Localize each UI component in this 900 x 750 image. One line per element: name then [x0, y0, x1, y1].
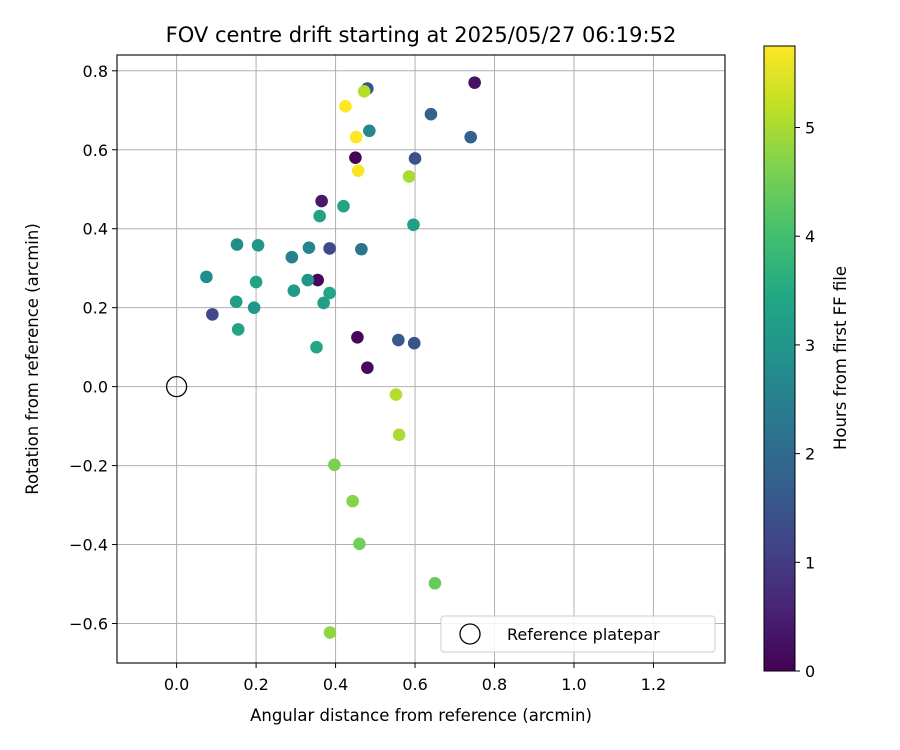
data-points	[200, 76, 481, 639]
data-point	[317, 296, 330, 310]
colorbar-ticks: 0 1 2 3 4 5	[795, 119, 815, 681]
data-point	[323, 286, 336, 300]
data-point	[200, 270, 213, 284]
y-tick-label: 0.2	[83, 299, 108, 318]
colorbar-frame	[763, 45, 796, 672]
y-tick-label: 0.6	[83, 141, 108, 160]
data-point	[355, 242, 368, 256]
legend: Reference platepar	[440, 615, 716, 653]
x-axis-label: Angular distance from reference (arcmin)	[250, 706, 592, 725]
data-point	[229, 295, 243, 309]
legend-entry-label: Reference platepar	[507, 625, 660, 644]
data-point	[206, 308, 219, 321]
x-tick-label: 0.6	[402, 675, 427, 694]
data-point	[311, 273, 324, 287]
colorbar-label: Hours from first FF file	[831, 266, 850, 450]
data-point	[407, 218, 420, 232]
data-point	[230, 238, 244, 251]
data-point	[323, 626, 337, 639]
data-point	[389, 388, 403, 401]
data-point	[424, 107, 438, 121]
data-point	[328, 458, 341, 472]
data-point	[310, 340, 323, 354]
colorbar-tick-label: 4	[805, 227, 815, 246]
data-point	[428, 576, 442, 590]
x-tick-label: 0.0	[164, 675, 189, 694]
y-tick-label: −0.4	[69, 536, 108, 555]
data-point	[408, 152, 422, 165]
data-point	[287, 284, 301, 297]
data-point	[351, 330, 364, 344]
data-point	[251, 238, 265, 252]
data-point	[407, 336, 421, 350]
data-point	[349, 151, 362, 164]
chart-title: FOV centre drift starting at 2025/05/27 …	[166, 23, 677, 47]
y-tick-label: −0.2	[69, 457, 108, 476]
data-point	[302, 241, 316, 254]
y-tick-label: 0.8	[83, 62, 108, 81]
y-tick-label: 0.4	[83, 220, 108, 239]
data-point	[285, 250, 299, 264]
colorbar-tick-label: 2	[805, 445, 815, 464]
colorbar-tick-label: 1	[805, 553, 815, 572]
data-point	[361, 361, 374, 374]
legend-box	[440, 615, 716, 653]
data-point	[363, 124, 376, 138]
y-axis-ticks: −0.6 −0.4 −0.2 0.0 0.2 0.4 0.6 0.8	[69, 62, 117, 634]
y-axis-label: Rotation from reference (arcmin)	[23, 223, 42, 495]
plot-frame	[116, 54, 726, 664]
colorbar-tick-label: 5	[805, 119, 815, 138]
colorbar: 0 1 2 3 4 5 Hours from first FF file	[763, 45, 850, 681]
x-axis-ticks: 0.0 0.2 0.4 0.6 0.8 1.0 1.2	[164, 663, 666, 694]
data-point	[247, 301, 261, 314]
x-tick-label: 0.4	[323, 675, 348, 694]
data-point	[323, 242, 336, 255]
data-point	[337, 199, 350, 213]
data-point	[231, 323, 245, 336]
data-point	[339, 100, 352, 113]
y-tick-label: 0.0	[83, 378, 108, 397]
x-tick-label: 1.2	[641, 675, 666, 694]
colorbar-tick-label: 0	[805, 662, 815, 681]
legend-marker-hollow-circle	[459, 623, 481, 645]
x-tick-label: 0.8	[482, 675, 507, 694]
x-tick-label: 0.2	[243, 675, 268, 694]
grid-lines	[117, 55, 725, 663]
data-point	[351, 164, 365, 177]
data-point	[468, 76, 481, 89]
colorbar-tick-label: 3	[805, 336, 815, 355]
data-point	[313, 209, 326, 223]
data-point	[464, 130, 477, 144]
colorbar-gradient	[764, 46, 795, 671]
data-point	[349, 130, 363, 144]
data-point	[353, 537, 366, 551]
data-point	[301, 273, 315, 287]
reference-point-layer	[165, 375, 188, 398]
data-point	[402, 170, 416, 183]
data-point	[392, 333, 405, 347]
data-point	[392, 428, 406, 442]
x-tick-label: 1.0	[561, 675, 586, 694]
data-point	[357, 85, 371, 98]
data-point	[249, 275, 263, 289]
reference-platepar-point	[165, 375, 188, 398]
data-point	[346, 494, 359, 508]
data-point	[315, 194, 328, 208]
y-tick-label: −0.6	[69, 615, 108, 634]
